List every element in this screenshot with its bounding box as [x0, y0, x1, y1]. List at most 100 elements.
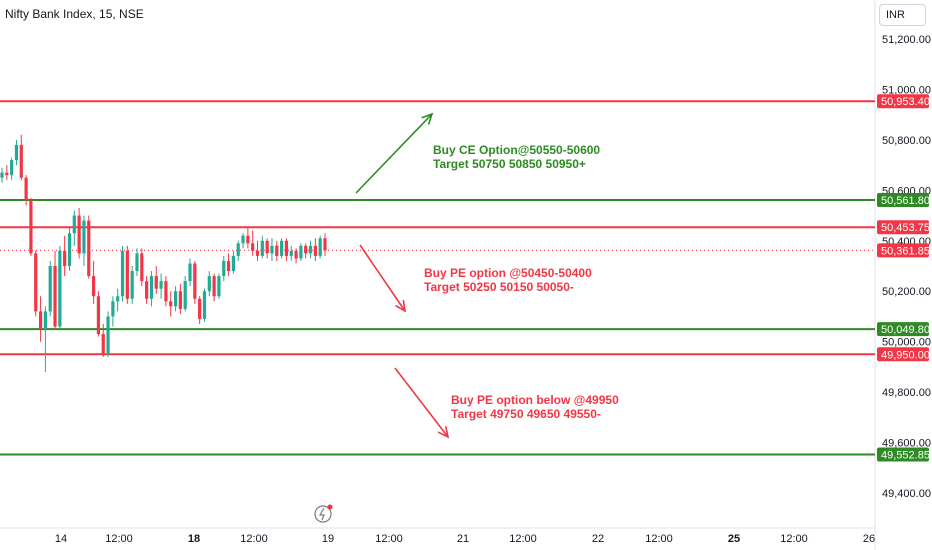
- annotation-line: Buy PE option @50450-50400: [424, 266, 592, 280]
- candle-body: [289, 250, 293, 256]
- candle-body: [5, 172, 9, 176]
- time-tick-label: 22: [592, 533, 604, 545]
- candle-body: [212, 276, 216, 297]
- annotation-line: Target 49750 49650 49550-: [451, 407, 601, 421]
- candle-body: [43, 311, 47, 330]
- price-tick-label: 50,200.00: [882, 286, 931, 298]
- candle-body: [10, 160, 14, 176]
- annotation-line: Buy PE option below @49950: [451, 393, 619, 407]
- time-tick-label: 25: [728, 533, 740, 545]
- candle-body: [38, 311, 43, 330]
- time-tick-label: 26: [863, 533, 875, 545]
- candle-body: [24, 177, 28, 201]
- level-price-tag: [877, 192, 929, 207]
- price-tick-label: 49,800.00: [882, 387, 931, 399]
- candlesticks: [0, 134, 327, 372]
- candle-body: [173, 291, 178, 307]
- time-tick-label: 12:00: [105, 533, 133, 545]
- candle-body: [87, 220, 91, 277]
- candle-body: [280, 240, 284, 256]
- candle-body: [313, 245, 317, 256]
- candle-body: [72, 215, 76, 234]
- candle-body: [275, 245, 279, 256]
- annotation-line: Target 50750 50850 50950+: [433, 157, 586, 171]
- candle-body: [260, 240, 264, 256]
- candle-body: [217, 276, 221, 297]
- candle-body: [29, 200, 33, 254]
- time-tick-label: 21: [457, 533, 469, 545]
- candle-body: [207, 276, 211, 292]
- candle-body: [222, 260, 226, 277]
- candle-body: [188, 263, 192, 282]
- candle-body: [270, 245, 274, 254]
- candle-body: [294, 250, 298, 259]
- candle-body: [226, 260, 231, 272]
- level-price-label: 50,453.75: [881, 222, 930, 234]
- price-tags: 50,953.40 50,561.80 50,453.75 50,049.80 49,9…: [877, 94, 930, 462]
- candle-body: [284, 240, 289, 256]
- level-price-label: 50,049.80: [881, 324, 930, 336]
- annotation-buy-ce: Buy CE Option@50550-50600 Target 50750 5…: [433, 143, 600, 171]
- annotation-line: Buy CE Option@50550-50600: [433, 143, 601, 157]
- price-grid: [0, 0, 876, 550]
- time-tick-label: 12:00: [240, 533, 268, 545]
- candle-body: [91, 276, 96, 297]
- time-axis: 14 12:00 18 12:00 19 12:00 21 12:00 22 12:00 25 12:…: [55, 533, 875, 545]
- candle-body: [106, 316, 110, 355]
- candle-body: [241, 235, 245, 244]
- candle-body: [116, 296, 120, 302]
- candle-body: [183, 281, 187, 309]
- time-tick-label: 12:00: [509, 533, 537, 545]
- candle-body: [140, 253, 144, 282]
- level-price-tag: [877, 447, 929, 462]
- level-price-label: 49,552.85: [881, 449, 930, 461]
- candle-body: [135, 253, 139, 272]
- last-price-tag: [877, 243, 929, 258]
- level-price-tag: [877, 347, 929, 362]
- candle-body: [111, 301, 115, 317]
- candle-body: [265, 240, 269, 254]
- down-arrow: [359, 244, 406, 312]
- up-arrow: [355, 113, 433, 194]
- candle-body: [299, 245, 303, 259]
- candle-body: [120, 250, 125, 297]
- annotation-line: Target 50250 50150 50050-: [424, 280, 574, 294]
- last-price-label: 50,361.85: [881, 245, 930, 257]
- candle-body: [164, 281, 168, 302]
- time-tick-label: 12:00: [780, 533, 808, 545]
- level-price-tag: [877, 94, 929, 109]
- time-tick-label: 19: [322, 533, 334, 545]
- currency-selector[interactable]: INR: [879, 4, 926, 26]
- price-tick-label: 51,000.00: [882, 84, 931, 96]
- candle-body: [246, 235, 250, 244]
- candle-body: [202, 291, 207, 319]
- candle-body: [236, 243, 240, 256]
- candle-body: [323, 238, 327, 251]
- level-price-tag: [877, 322, 929, 337]
- down-arrow-head: [395, 300, 407, 313]
- candle-body: [251, 243, 255, 251]
- candle-body: [63, 250, 67, 266]
- candle-body: [169, 301, 173, 307]
- candle-body: [130, 271, 134, 299]
- candle-body: [318, 238, 322, 256]
- candle-body: [77, 215, 81, 254]
- candle-body: [125, 250, 129, 299]
- horizontal-levels: [0, 100, 875, 456]
- time-tick-label: 18: [188, 533, 200, 545]
- candle-body: [14, 144, 19, 161]
- down-arrow-lower-head: [437, 426, 450, 439]
- candle-body: [193, 263, 197, 299]
- candle-body: [304, 245, 308, 254]
- level-price-tag: [877, 220, 929, 235]
- price-tick-label: 49,400.00: [882, 488, 931, 500]
- candle-body: [53, 266, 57, 327]
- annotation-buy-pe: Buy PE option @50450-50400 Target 50250 …: [424, 266, 592, 294]
- price-tick-label: 50,800.00: [882, 135, 931, 147]
- candle-body: [159, 281, 163, 289]
- time-tick-label: 14: [55, 533, 67, 545]
- replay-icon[interactable]: [314, 504, 333, 523]
- candle-body: [308, 245, 313, 254]
- candle-body: [58, 250, 62, 327]
